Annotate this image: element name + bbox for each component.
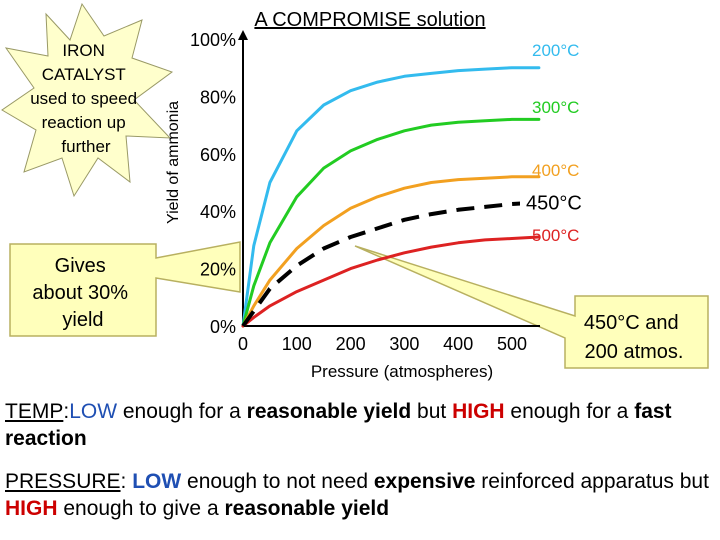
pressure-low: LOW [132, 470, 182, 493]
temp-fast-reaction: fast reaction [5, 400, 672, 450]
point-callout [354, 245, 709, 369]
catalyst-text: IRON CATALYST used to speed reaction up … [30, 41, 142, 156]
pressure-text-4: enough to give a [57, 497, 225, 520]
series-line-400c [241, 175, 541, 328]
y-tick-label: 60% [200, 145, 236, 165]
temp-text-4: enough for a [504, 400, 635, 423]
y-tick-label: 100% [190, 30, 236, 50]
x-tick-label: 300 [389, 334, 419, 354]
series-line-450c [241, 200, 540, 328]
pressure-reasonable-yield: reasonable yield [224, 497, 390, 520]
y-tick-label: 20% [200, 260, 236, 280]
temp-low: LOW [69, 400, 118, 423]
y-axis-label: Yield of ammonia [165, 101, 182, 224]
temp-text-2: enough for a [117, 400, 247, 423]
series-label: 200°C [532, 41, 579, 60]
x-tick-label: 500 [497, 334, 527, 354]
ammonia-yield-chart: IRON CATALYST used to speed reaction up … [1, 2, 709, 381]
x-tick-label: 100 [282, 334, 312, 354]
temp-text-1: : [63, 400, 70, 423]
temp-text-3: but [411, 400, 453, 423]
series-label: 450°C [526, 193, 582, 215]
pressure-expensive: expensive [373, 470, 476, 493]
yield-callout [9, 241, 241, 337]
pressure-text-1: : [120, 470, 133, 493]
pressure-text-2: enough to not need [181, 470, 374, 493]
temp-high: HIGH [452, 400, 505, 423]
x-axis-label: Pressure (atmospheres) [311, 362, 493, 381]
series-label: 500°C [532, 226, 579, 245]
temp-label: TEMP [5, 400, 64, 423]
series-line-200c [241, 66, 541, 328]
catalyst-starburst [1, 2, 174, 198]
y-tick-label: 40% [200, 202, 236, 222]
pressure-text-3: reinforced apparatus but [475, 470, 709, 493]
x-tick-label: 400 [443, 334, 473, 354]
temp-paragraph: TEMP:LOW enough for a reasonable yield b… [5, 398, 710, 452]
temp-reasonable-yield: reasonable yield [246, 400, 412, 423]
pressure-high: HIGH [5, 497, 58, 520]
series-label-bg [520, 188, 602, 215]
x-tick-label: 200 [336, 334, 366, 354]
chart-title: A COMPROMISE solution [254, 9, 485, 31]
y-tick-label: 0% [210, 317, 236, 337]
x-tick-label: 0 [238, 334, 248, 354]
yield-callout-text: Gives about 30% yield [32, 255, 133, 331]
pressure-label: PRESSURE [5, 470, 121, 493]
series-line-300c [241, 117, 541, 328]
y-axis-arrow [238, 30, 248, 40]
series-label: 300°C [532, 98, 579, 117]
y-tick-label: 80% [200, 87, 236, 107]
pressure-paragraph: PRESSURE: LOW enough to not need expensi… [5, 468, 710, 522]
point-callout-text: 450°C and 200 atmos. [584, 312, 684, 363]
series-label: 400°C [532, 161, 579, 180]
series-line-500c [241, 235, 541, 328]
